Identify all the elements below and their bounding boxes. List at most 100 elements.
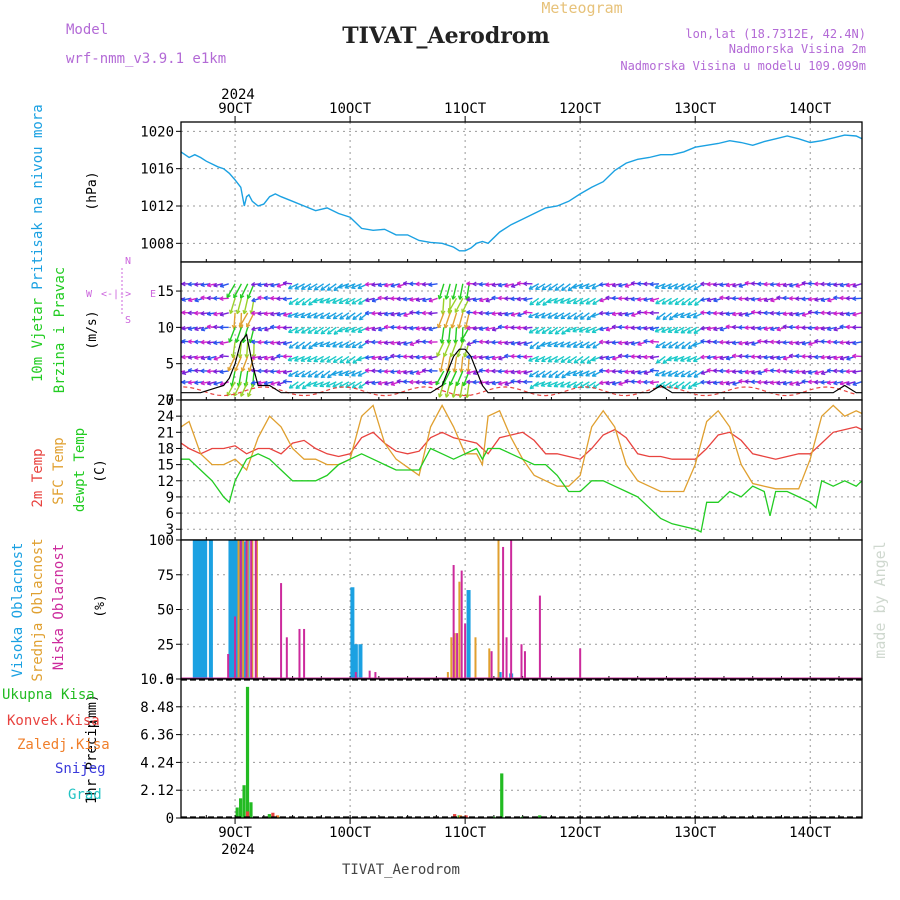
wind-arrow	[535, 370, 546, 378]
wind-arrow-head	[321, 376, 326, 379]
wind-arrow-head	[700, 381, 705, 385]
wind-arrow-head	[437, 324, 442, 329]
wind-arrow-head	[282, 327, 287, 331]
wind-arrow-head	[194, 369, 199, 374]
wind-arrow-head	[257, 358, 262, 361]
wind-arrow	[692, 341, 704, 347]
wind-arrow	[782, 381, 792, 385]
wind-arrow-head	[448, 309, 453, 313]
wind-arrow	[820, 297, 830, 302]
cloud-bar	[446, 672, 449, 679]
wind-arrow	[548, 370, 559, 378]
wind-arrow-head	[776, 358, 781, 361]
wind-arrow	[578, 326, 590, 333]
wind-arrow-head	[511, 286, 516, 288]
wind-arrow-head	[257, 297, 262, 301]
wind-arrow	[403, 341, 413, 346]
wind-arrow	[846, 283, 856, 287]
wind-arrow-head	[852, 298, 857, 302]
wind-arrow	[579, 297, 590, 305]
wind-arrow-head	[396, 371, 402, 375]
wind-arrow	[307, 370, 318, 378]
wind-arrow	[654, 326, 666, 333]
cloud-bar	[505, 637, 508, 679]
wind-arrow-head	[750, 356, 756, 360]
wind-arrow-head	[371, 341, 376, 345]
y-tick-label: 10	[157, 320, 174, 336]
wind-arrow-head	[175, 282, 179, 284]
wind-arrow	[618, 283, 628, 287]
wind-arrow	[624, 312, 634, 316]
wind-arrow-head	[599, 300, 604, 303]
wind-arrow	[567, 312, 578, 320]
wind-arrow-head	[795, 371, 800, 375]
wind-arrow-head	[264, 383, 269, 386]
wind-arrow	[725, 283, 736, 287]
wind-arrow	[680, 312, 691, 318]
wind-arrow	[528, 312, 540, 318]
wind-arrow	[523, 341, 533, 346]
wind-arrow	[789, 312, 799, 316]
wind-arrow-head	[833, 313, 838, 316]
wind-arrow-head	[308, 303, 313, 306]
wind-arrow-head	[769, 341, 774, 345]
wind-arrow-head	[523, 372, 528, 375]
wind-arrow-head	[302, 387, 307, 390]
wind-arrow-head	[236, 310, 241, 315]
wind-arrow-head	[270, 358, 275, 361]
wind-arrow-head	[738, 355, 743, 359]
wind-arrow	[479, 355, 489, 359]
wind-arrow-head	[712, 341, 718, 345]
cloud-bar	[523, 651, 526, 679]
wind-arrow-head	[820, 283, 825, 287]
wind-arrow-head	[631, 343, 636, 346]
wind-arrow	[466, 381, 470, 398]
wind-arrow-head	[574, 361, 579, 364]
wind-arrow-head	[637, 356, 642, 360]
wind-arrow	[719, 381, 729, 385]
wind-arrow-head	[428, 370, 433, 374]
wind-arrow	[833, 355, 843, 360]
cloud-panel: 0 25 50 75 100	[149, 533, 863, 688]
wind-arrow-head	[390, 342, 395, 346]
wind-arrow-head	[713, 300, 718, 303]
wind-arrow	[801, 370, 811, 374]
wind-arrow-head	[497, 342, 503, 346]
wind-arrow-head	[599, 382, 604, 386]
wind-arrow-head	[700, 328, 705, 331]
wind-arrow-head	[181, 356, 186, 360]
wind-arrow	[351, 326, 362, 333]
wind-arrow-head	[833, 329, 838, 332]
wind-arrow-head	[428, 382, 433, 386]
wind-arrow	[763, 297, 774, 302]
pressure-panel: 1008 1012 1016 1020	[140, 121, 863, 263]
wind-arrow-head	[181, 283, 186, 287]
wind-arrow	[326, 312, 337, 319]
wind-arrow-head	[840, 358, 845, 361]
wind-arrow	[789, 381, 799, 386]
y-tick-label: 9	[166, 490, 174, 506]
wind-arrow-head	[364, 369, 369, 373]
wind-arrow	[283, 341, 293, 345]
wind-arrow	[547, 341, 558, 347]
wind-arrow-head	[731, 297, 737, 301]
wind-arrow	[301, 326, 312, 334]
wind-arrow	[307, 326, 318, 334]
wind-arrow-head	[327, 289, 332, 291]
wind-arrow-head	[428, 300, 434, 303]
wind-arrow-head	[649, 341, 654, 345]
wind-arrow-head	[251, 341, 256, 345]
wind-arrow	[637, 370, 647, 374]
wind-arrow	[681, 297, 692, 306]
wind-arrow	[560, 381, 571, 388]
wind-arrow-head	[226, 295, 231, 299]
dewpt-line	[181, 447, 863, 533]
wind-arrow	[452, 283, 458, 300]
wind-arrow	[338, 326, 350, 332]
lonlat-label: lon,lat (18.7312E, 42.4N)	[685, 27, 866, 41]
wind-arrow-head	[176, 300, 180, 301]
wind-ylabel-name: 10m Vjetar	[30, 298, 46, 382]
wind-arrow-head	[390, 355, 395, 359]
wind-arrow-head	[713, 357, 718, 361]
wind-arrow-head	[826, 382, 832, 386]
